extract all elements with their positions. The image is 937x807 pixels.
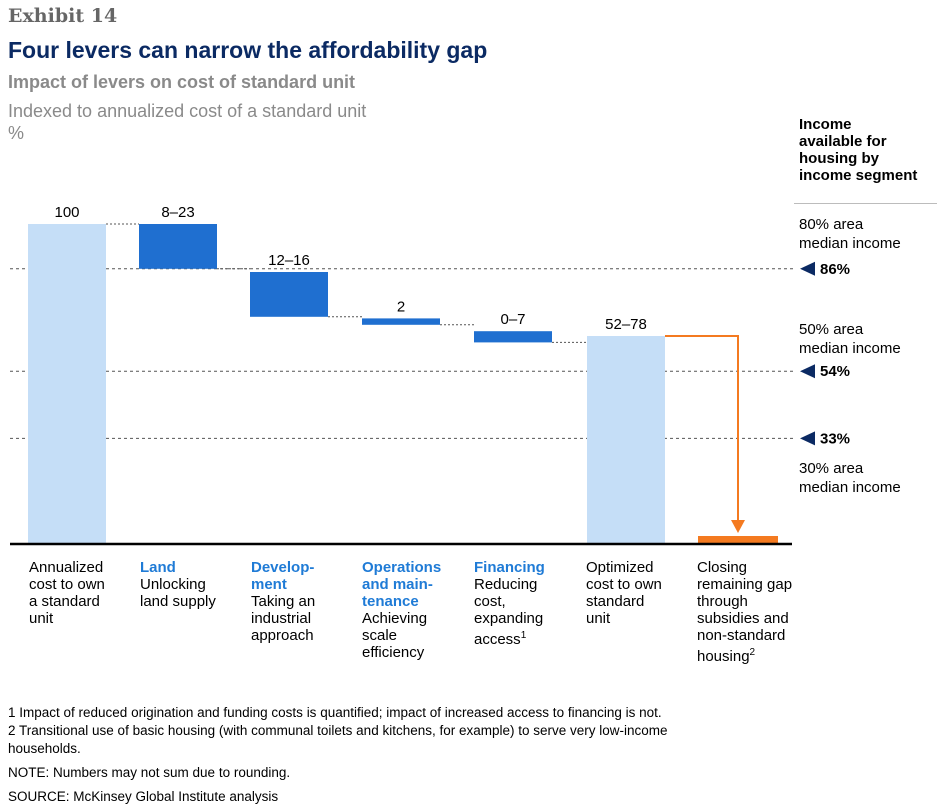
category-line: unit [586, 610, 611, 627]
waterfall-bar [587, 336, 665, 544]
segment-label-line: 30% area [799, 460, 864, 477]
waterfall-bar [698, 536, 778, 544]
category-line: through [697, 593, 748, 610]
category-line: subsidies and [697, 610, 789, 627]
category-heading: Land [140, 559, 176, 576]
bar-value-label: 2 [397, 298, 405, 315]
chart-subtitle: Impact of levers on cost of standard uni… [8, 72, 356, 92]
source: SOURCE: McKinsey Global Institute analys… [8, 789, 279, 804]
category-heading: ment [251, 576, 287, 593]
reference-lines: 86% 54% 33% [10, 261, 850, 447]
segment-label-50: 50% area median income [799, 320, 937, 358]
bar-value-label: 8–23 [161, 204, 194, 221]
gap-arrow-line [665, 335, 739, 522]
category-line: housing2 [697, 647, 756, 665]
category-line: efficiency [362, 644, 425, 661]
category-line: cost, [474, 593, 506, 610]
income-header-line: income segment [799, 167, 918, 184]
marker-triangle-icon [800, 261, 815, 276]
value-labels: 100 8–23 12–16 2 0–7 52–78 [54, 204, 646, 333]
reference-value-label: 33% [820, 430, 850, 447]
category-annualized: Annualized cost to own a standard unit [29, 559, 139, 627]
category-line: Achieving [362, 610, 428, 627]
income-header-divider [794, 203, 937, 204]
connector-lines [106, 223, 587, 343]
category-line: Reducing [474, 576, 538, 593]
category-line: Taking an [251, 593, 316, 610]
category-line: cost to own [586, 576, 662, 593]
segment-label-line: 50% area [799, 321, 864, 338]
waterfall-bar [250, 272, 328, 317]
segment-label-line: median income [799, 235, 901, 252]
marker-triangle-icon [800, 431, 815, 446]
waterfall-bar [139, 224, 217, 269]
bar-value-label: 52–78 [605, 316, 647, 333]
bar-value-label: 12–16 [268, 252, 310, 269]
segment-label-line: median income [799, 479, 901, 496]
gap-arrow [665, 335, 745, 533]
reference-value-label: 86% [820, 261, 850, 278]
category-line: remaining gap [697, 576, 793, 593]
category-line: expanding [474, 610, 544, 627]
category-closing-gap: Closing remaining gap through subsidies and… [697, 559, 807, 665]
unit-label: % [8, 123, 25, 143]
category-line: access1 [474, 630, 527, 648]
income-header-line: available for [799, 133, 887, 150]
category-financing: Financing Reducing cost, expanding access1 [474, 559, 584, 648]
category-line: industrial [251, 610, 312, 627]
waterfall-chart: 86% 54% 33% 100 8–23 12–16 2 0–7 52–78 [10, 204, 850, 546]
segment-label-line: 80% area [799, 216, 864, 233]
category-heading: tenance [362, 593, 419, 610]
footnote-1: 1 Impact of reduced origination and fund… [8, 705, 662, 720]
arrow-head-icon [731, 520, 745, 533]
category-optimized: Optimized cost to own standard unit [586, 559, 696, 627]
category-line: Closing [697, 559, 748, 576]
category-line: standard [586, 593, 645, 610]
footnote-marker: 1 [520, 630, 527, 641]
bar-value-label: 0–7 [500, 311, 525, 328]
category-heading: Develop- [251, 559, 315, 576]
category-line: Unlocking [140, 576, 206, 593]
bars-group [28, 224, 778, 544]
category-line: Annualized [29, 559, 104, 576]
category-line: land supply [140, 593, 216, 610]
segment-label-line: median income [799, 340, 901, 357]
category-operations: Operations and main-tenance Achieving scale… [362, 559, 472, 661]
chart-subtitle-index: Indexed to annualized cost of a standard… [8, 100, 528, 144]
chart-title: Four levers can narrow the affordability… [8, 37, 488, 63]
category-development: Develop-ment Taking an industrial approach [251, 559, 361, 644]
category-land: Land Unlocking land supply [140, 559, 250, 610]
marker-triangle-icon [800, 364, 815, 379]
category-line: cost to own [29, 576, 105, 593]
income-header-line: housing by [799, 150, 879, 167]
category-line: unit [29, 610, 54, 627]
note: NOTE: Numbers may not sum due to roundin… [8, 765, 291, 780]
reference-value-label: 54% [820, 363, 850, 380]
footnote-marker: 2 [749, 647, 756, 658]
category-line: approach [251, 627, 314, 644]
waterfall-bar [362, 318, 440, 325]
category-line: Optimized [586, 559, 654, 576]
category-line: non-standard [697, 627, 786, 644]
exhibit-label: Exhibit 14 [8, 5, 118, 27]
category-heading: and main- [362, 576, 433, 593]
bar-value-label: 100 [54, 204, 79, 221]
footnote-2: 2 Transitional use of basic housing (wit… [8, 723, 668, 738]
footnote-2-cont: households. [8, 741, 81, 756]
income-header-line: Income [799, 116, 852, 133]
category-line: a standard [29, 593, 100, 610]
waterfall-bar [474, 331, 552, 343]
index-note: Indexed to annualized cost of a standard… [8, 101, 367, 121]
segment-label-30: 30% area median income [799, 459, 937, 497]
waterfall-bar [28, 224, 106, 544]
income-header: Income available for housing by income s… [799, 116, 937, 184]
category-heading: Financing [474, 559, 545, 576]
category-heading: Operations [362, 559, 442, 576]
segment-label-80: 80% area median income [799, 215, 937, 253]
category-line: scale [362, 627, 398, 644]
